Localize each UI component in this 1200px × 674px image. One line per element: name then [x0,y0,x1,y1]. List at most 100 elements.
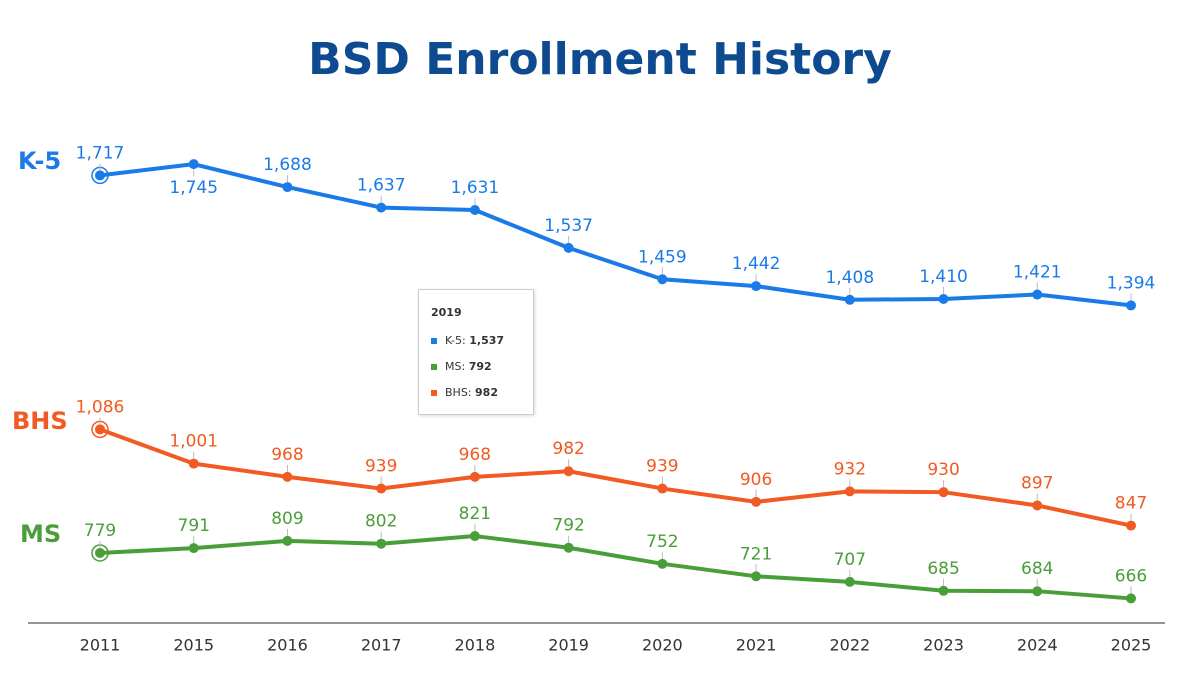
point [563,242,574,253]
data-label: 1,537 [544,216,593,236]
series-line [99,162,1132,308]
tooltip-row: K-51,537 [431,334,504,347]
data-label: 1,001 [169,432,218,452]
data-label: 932 [834,459,866,479]
point [751,281,762,292]
x-tick-label: 2024 [1017,636,1058,655]
point [751,571,762,582]
point [844,486,855,497]
x-tick-label: 2022 [829,636,870,655]
x-tick-label: 2023 [923,636,964,655]
tooltip-swatch [431,364,437,370]
point [1126,593,1136,604]
point [282,471,293,482]
series-line [99,427,1132,528]
x-tick-label: 2017 [361,636,402,655]
point [1032,500,1043,511]
point [844,294,855,305]
point [376,202,387,213]
x-tick-label: 2011 [80,636,121,655]
point [938,585,949,596]
x-tick-label: 2021 [736,636,777,655]
point [188,159,199,170]
point [188,543,199,554]
data-label: 1,421 [1013,263,1062,283]
tooltip-swatch [431,338,437,344]
point [95,547,105,558]
x-tick-label: 2016 [267,636,308,655]
data-label: 939 [646,457,678,477]
point [469,471,480,482]
tooltip-swatch [431,390,437,396]
data-label: 1,408 [825,268,874,288]
point [282,535,293,546]
x-tick-label: 2015 [173,636,214,655]
x-tick-label: 2019 [548,636,589,655]
data-label: 791 [178,516,210,536]
chart-title: BSD Enrollment History [308,34,892,85]
tooltip-row: BHS982 [431,386,498,399]
data-label: 809 [271,509,303,529]
data-label: 939 [365,457,397,477]
data-label: 721 [740,544,772,564]
point [938,293,949,304]
tooltip-value: 982 [475,386,498,399]
point [95,170,105,181]
data-label: 1,688 [263,155,312,175]
data-label: 1,442 [732,254,781,274]
data-label: 1,637 [357,176,406,196]
point [657,483,668,494]
data-label: 779 [84,521,116,541]
x-tick-label: 2018 [455,636,496,655]
data-label: 1,745 [169,178,218,198]
point [1126,300,1136,311]
data-label: 1,717 [76,143,125,163]
data-label: 1,459 [638,247,687,267]
series-name: MS [20,520,61,548]
point [938,487,949,498]
data-label: 1,410 [919,267,968,287]
data-label: 968 [459,445,491,465]
data-label: 982 [552,439,584,459]
series-name: BHS [12,407,68,435]
point [1126,520,1136,531]
data-label: 752 [646,532,678,552]
series-line [99,534,1132,601]
point [1032,289,1043,300]
data-label: 930 [927,460,959,480]
data-label: 906 [740,470,772,490]
series-name: K-5 [18,147,61,175]
tooltip-value: 792 [468,360,492,373]
point [563,466,574,477]
tooltip-series-name: K-5 [445,334,469,347]
tooltip-series-name: BHS [445,386,475,399]
point [469,205,480,216]
point [563,542,574,553]
data-label: 821 [459,504,491,524]
tooltip-title: 2019 [431,306,462,319]
tooltip-series-name: MS [445,360,469,373]
point [1032,586,1043,597]
point [657,558,668,569]
data-label: 968 [271,445,303,465]
data-label: 685 [927,559,959,579]
data-label: 847 [1115,494,1147,514]
data-label: 802 [365,512,397,532]
point [751,496,762,507]
point [469,531,480,542]
data-label: 666 [1115,566,1147,586]
data-label: 1,631 [451,178,500,198]
data-label: 1,394 [1107,273,1156,293]
point [282,182,293,193]
tooltip-value: 1,537 [469,334,505,347]
data-label: 684 [1021,559,1053,579]
point [95,424,105,435]
tooltip-row: MS792 [431,360,492,373]
point [188,458,199,469]
point [376,538,387,549]
point [376,483,387,494]
data-label: 897 [1021,473,1053,493]
